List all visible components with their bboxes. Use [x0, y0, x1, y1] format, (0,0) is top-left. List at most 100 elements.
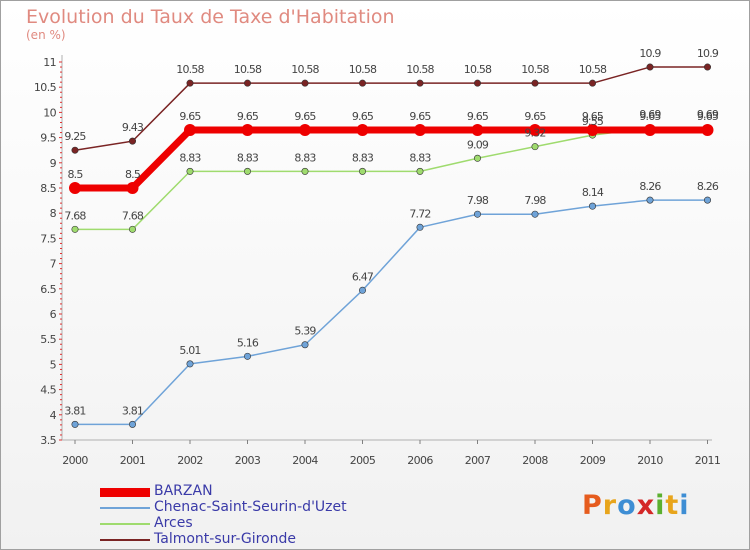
data-label: 9.25 [64, 130, 86, 143]
data-label: 10.9 [639, 47, 661, 60]
x-tick-label: 2001 [120, 454, 146, 467]
logo-letter: P [582, 490, 603, 521]
data-point [644, 124, 656, 137]
legend-swatch [100, 487, 150, 497]
y-tick-label: 5 [50, 358, 57, 371]
data-point [416, 167, 424, 175]
data-label: 9.65 [352, 110, 374, 123]
data-label: 6.47 [352, 270, 374, 283]
data-point [586, 124, 599, 137]
data-point [416, 79, 424, 87]
x-tick-label: 2011 [695, 454, 721, 467]
y-tick-label: 10.5 [34, 81, 57, 94]
data-label: 9.65 [467, 110, 489, 123]
x-tick-label: 2000 [62, 454, 88, 467]
x-tick-label: 2004 [292, 454, 318, 467]
y-tick-label: 10 [43, 106, 56, 119]
data-point [301, 167, 309, 175]
data-label: 7.98 [467, 194, 489, 207]
data-label: 7.68 [122, 209, 144, 222]
data-label: 10.58 [464, 63, 492, 76]
series-line-2 [74, 127, 709, 231]
data-point [129, 420, 137, 428]
data-label: 10.58 [521, 63, 549, 76]
data-point [129, 137, 137, 145]
x-tick-label: 2003 [235, 454, 261, 467]
data-point [184, 124, 196, 137]
data-label: 10.58 [406, 63, 434, 76]
data-label: 9.65 [697, 110, 719, 123]
x-tick-label: 2006 [407, 454, 433, 467]
data-point [126, 182, 139, 194]
data-label: 8.83 [294, 151, 316, 164]
y-tick-label: 11 [43, 56, 56, 69]
x-tick-label: 2002 [177, 454, 203, 467]
data-label: 7.98 [524, 194, 546, 207]
data-point [244, 352, 252, 360]
data-point [529, 124, 541, 137]
legend-label: Talmont-sur-Gironde [154, 531, 297, 547]
data-point [358, 167, 366, 175]
data-label: 8.83 [352, 151, 374, 164]
data-label: 8.26 [697, 180, 719, 193]
data-label: 7.72 [409, 207, 430, 220]
data-point [71, 225, 79, 233]
legend-swatch [100, 539, 150, 541]
series-line-3 [74, 66, 709, 151]
x-tick-label: 2008 [522, 454, 548, 467]
x-tick-label: 2009 [580, 454, 606, 467]
data-label: 8.83 [409, 151, 431, 164]
data-label: 7.68 [64, 209, 86, 222]
y-tick-label: 8 [50, 207, 57, 220]
data-label: 5.39 [294, 325, 316, 338]
data-label: 5.01 [179, 344, 200, 357]
data-point [186, 167, 194, 175]
logo-letter: t [665, 490, 680, 521]
data-point [186, 360, 194, 368]
data-label: 10.58 [234, 63, 262, 76]
data-label: 9.65 [179, 110, 201, 123]
data-point [358, 286, 366, 294]
data-point [69, 182, 81, 194]
data-point [244, 167, 252, 175]
data-label: 9.69 [639, 108, 661, 121]
x-tick-label: 2005 [350, 454, 376, 467]
series-line-0 [71, 126, 711, 192]
data-point [356, 124, 369, 137]
logo-letter: r [602, 490, 618, 521]
y-tick-label: 6.5 [40, 283, 56, 296]
data-point [531, 210, 539, 218]
data-label: 9.65 [582, 110, 604, 123]
data-point [473, 210, 481, 218]
data-label: 10.9 [697, 47, 719, 60]
logo-letter: i [679, 490, 690, 521]
y-tick-label: 3.5 [40, 434, 56, 447]
data-point [531, 79, 539, 87]
data-point [703, 63, 711, 71]
data-point [646, 63, 654, 71]
data-point [703, 196, 711, 204]
y-tick-label: 7 [50, 258, 57, 271]
data-label: 10.58 [579, 63, 607, 76]
proxiti-logo: Proxiti [582, 490, 690, 521]
x-tick-label: 2007 [465, 454, 491, 467]
data-label: 9.09 [467, 138, 489, 151]
data-point [588, 79, 596, 87]
data-label: 9.65 [524, 110, 546, 123]
legend-swatch [100, 523, 150, 525]
legend-label: BARZAN [154, 483, 213, 499]
data-label: 9.65 [639, 110, 661, 123]
unit-label: (en %) [26, 28, 66, 42]
logo-letter: x [636, 490, 656, 521]
x-tick-label: 2010 [637, 454, 663, 467]
data-label: 8.14 [582, 186, 604, 199]
data-label: 9.65 [409, 110, 431, 123]
data-label: 8.83 [237, 151, 259, 164]
data-label: 3.81 [64, 404, 85, 417]
y-tick-label: 9.5 [40, 132, 56, 145]
data-label: 8.5 [125, 168, 141, 181]
data-label: 10.58 [291, 63, 319, 76]
data-label: 8.26 [639, 180, 661, 193]
data-label: 10.58 [349, 63, 377, 76]
data-point [646, 196, 654, 204]
